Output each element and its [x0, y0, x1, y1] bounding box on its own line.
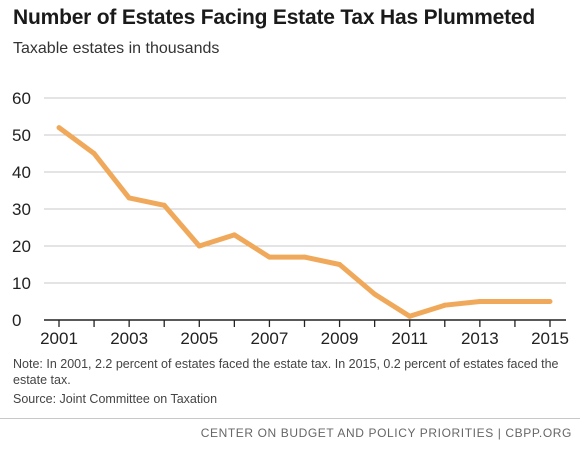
- data-point-2001: [56, 125, 62, 131]
- x-tick-label: 2005: [180, 329, 218, 348]
- y-tick-label: 20: [12, 237, 31, 256]
- chart-title: Number of Estates Facing Estate Tax Has …: [13, 6, 535, 29]
- footer-credit: CENTER ON BUDGET AND POLICY PRIORITIES |…: [200, 426, 572, 440]
- y-tick-label: 30: [12, 200, 31, 219]
- x-tick-label: 2011: [391, 329, 428, 348]
- x-tick-label: 2001: [40, 329, 78, 348]
- data-point-2011: [407, 313, 413, 319]
- data-point-2003: [126, 195, 132, 201]
- x-tick-label: 2009: [321, 329, 359, 348]
- data-point-2007: [266, 254, 272, 260]
- x-tick-label: 2003: [110, 329, 148, 348]
- data-point-2002: [91, 151, 97, 156]
- y-axis-tick-labels: 0 10 20 30 40 50 60: [12, 89, 31, 330]
- x-axis-tick-labels: 2001 2003 2005 2007 2009 2011 2013 2015: [40, 329, 569, 348]
- data-point-2004: [161, 202, 167, 208]
- footer-divider: [0, 418, 580, 419]
- y-tick-label: 10: [12, 274, 31, 293]
- y-tick-label: 40: [12, 163, 31, 182]
- data-point-2008: [302, 254, 307, 260]
- data-point-2010: [372, 291, 378, 297]
- data-point-2013: [477, 299, 483, 304]
- y-tick-label: 60: [12, 89, 31, 108]
- chart-source: Source: Joint Committee on Taxation: [13, 392, 218, 406]
- data-point-2015: [547, 299, 553, 304]
- y-tick-label: 0: [12, 311, 21, 330]
- x-tick-label: 2013: [461, 329, 499, 348]
- x-tick-label: 2015: [531, 329, 569, 348]
- chart-subtitle: Taxable estates in thousands: [13, 40, 220, 57]
- data-point-2012: [442, 302, 448, 308]
- x-axis: [44, 319, 566, 327]
- data-point-2006: [231, 232, 237, 238]
- y-tick-label: 50: [12, 126, 31, 145]
- data-point-2009: [337, 262, 343, 267]
- series-line: [57, 125, 550, 319]
- data-point-2014: [512, 299, 518, 304]
- chart-note: Note: In 2001, 2.2 percent of estates fa…: [13, 357, 559, 387]
- data-point-2005: [196, 243, 202, 249]
- gridlines: [44, 97, 566, 284]
- series-layer: [56, 125, 553, 319]
- x-tick-label: 2007: [251, 329, 289, 348]
